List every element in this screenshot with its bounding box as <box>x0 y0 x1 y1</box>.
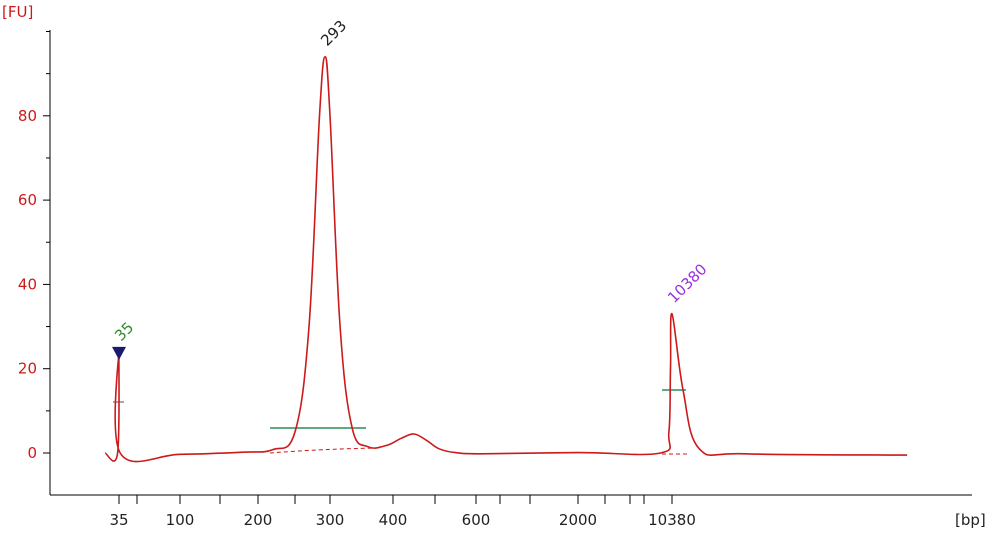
y-tick-label: 0 <box>27 444 37 462</box>
baseline-main <box>269 447 381 454</box>
x-tick-label: 35 <box>109 511 128 529</box>
chart-axes <box>49 30 972 496</box>
x-tick-label: 10380 <box>648 511 696 529</box>
x-tick-label: 100 <box>166 511 195 529</box>
peak-label-10380: 10380 <box>664 260 710 306</box>
x-tick-label: 400 <box>379 511 408 529</box>
y-tick-label: 80 <box>18 107 37 125</box>
y-tick-label: 40 <box>18 275 37 293</box>
x-axis-unit-label: [bp] <box>955 511 986 529</box>
y-axis-ticks: 0 20 40 60 80 <box>18 31 50 462</box>
trace-line <box>104 56 908 463</box>
y-tick-label: 60 <box>18 191 37 209</box>
peak-label-293: 293 <box>317 17 350 50</box>
trace-group <box>104 56 908 463</box>
x-tick-label: 600 <box>462 511 491 529</box>
peak-markers: 35 293 10380 <box>111 17 711 360</box>
lower-marker-triangle-icon <box>112 346 126 360</box>
y-tick-label: 20 <box>18 360 37 378</box>
y-axis-unit-label: [FU] <box>2 3 33 21</box>
x-tick-label: 300 <box>316 511 345 529</box>
region-bars <box>113 389 690 455</box>
x-tick-label: 2000 <box>559 511 597 529</box>
peak-label-35: 35 <box>111 318 137 344</box>
x-axis-ticks: 35 100 200 300 400 600 2000 10380 <box>109 495 696 529</box>
x-tick-label: 200 <box>244 511 273 529</box>
